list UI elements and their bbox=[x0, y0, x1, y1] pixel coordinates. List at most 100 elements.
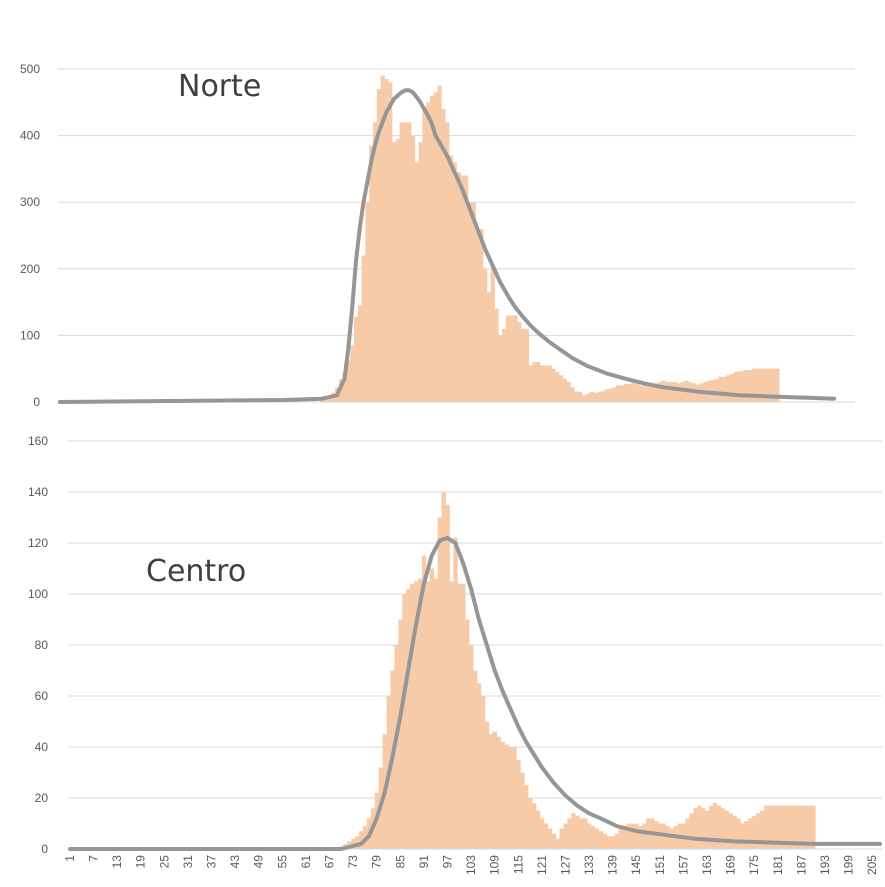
bar bbox=[689, 813, 694, 849]
bar bbox=[693, 808, 698, 849]
bar bbox=[657, 382, 662, 402]
bar bbox=[591, 826, 596, 849]
bar bbox=[653, 383, 659, 402]
bar bbox=[712, 803, 718, 849]
bar bbox=[650, 384, 655, 402]
bar bbox=[465, 619, 470, 849]
bar bbox=[388, 82, 393, 402]
bar bbox=[581, 395, 586, 402]
bar bbox=[479, 228, 484, 402]
bar bbox=[736, 818, 741, 849]
bar bbox=[558, 375, 564, 402]
bar bbox=[697, 805, 702, 849]
bar bbox=[574, 391, 579, 402]
x-tick-label: 13 bbox=[110, 855, 124, 869]
bar bbox=[391, 142, 397, 402]
bar bbox=[536, 362, 541, 402]
y-tick-label: 100 bbox=[20, 328, 40, 342]
bar bbox=[767, 368, 772, 402]
bar bbox=[665, 382, 670, 402]
bar bbox=[376, 88, 381, 402]
bar bbox=[618, 828, 623, 849]
bar bbox=[403, 122, 408, 402]
x-tick-label: 73 bbox=[346, 855, 360, 869]
bar bbox=[414, 581, 419, 849]
x-tick-label: 103 bbox=[464, 855, 478, 875]
bar bbox=[429, 568, 435, 849]
x-tick-label: 121 bbox=[535, 855, 549, 875]
bar bbox=[399, 122, 404, 402]
bar bbox=[484, 721, 490, 849]
bar bbox=[551, 833, 557, 849]
bar bbox=[718, 376, 723, 402]
bar bbox=[642, 385, 647, 402]
bar bbox=[748, 818, 753, 849]
bar bbox=[502, 328, 507, 402]
bar bbox=[775, 805, 781, 849]
bar bbox=[508, 747, 513, 849]
bar bbox=[346, 360, 351, 402]
bar bbox=[579, 818, 584, 849]
bar bbox=[708, 805, 714, 849]
bar bbox=[498, 335, 503, 402]
bar bbox=[593, 392, 598, 402]
bar bbox=[513, 315, 518, 402]
bar bbox=[577, 392, 583, 402]
bar bbox=[410, 135, 416, 402]
x-tick-label: 7 bbox=[87, 855, 101, 862]
bar bbox=[433, 92, 438, 402]
bar bbox=[520, 772, 525, 849]
y-tick-label: 0 bbox=[33, 395, 40, 409]
bar bbox=[811, 805, 816, 849]
bar bbox=[795, 805, 800, 849]
x-tick-label: 163 bbox=[700, 855, 714, 875]
bar bbox=[733, 372, 738, 402]
bar bbox=[469, 645, 474, 849]
x-tick-label: 133 bbox=[582, 855, 596, 875]
x-tick-label: 109 bbox=[488, 855, 502, 875]
bar bbox=[744, 370, 750, 402]
bar bbox=[486, 292, 492, 402]
bar bbox=[496, 736, 501, 849]
bar bbox=[471, 202, 476, 402]
y-tick-label: 120 bbox=[28, 536, 48, 550]
bar bbox=[748, 370, 753, 402]
x-tick-label: 151 bbox=[653, 855, 667, 875]
bar bbox=[583, 818, 588, 849]
y-tick-label: 0 bbox=[41, 842, 48, 856]
x-tick-label: 157 bbox=[676, 855, 690, 875]
bar bbox=[701, 808, 706, 849]
bar bbox=[504, 744, 509, 849]
bar bbox=[425, 581, 431, 849]
bar bbox=[456, 172, 461, 402]
x-tick-label: 49 bbox=[252, 855, 266, 869]
bar bbox=[631, 382, 636, 402]
bar bbox=[676, 383, 681, 402]
x-tick-label: 37 bbox=[205, 855, 219, 869]
bar bbox=[612, 387, 617, 402]
bar bbox=[626, 823, 631, 849]
bar bbox=[807, 805, 812, 849]
bar bbox=[429, 95, 435, 402]
bar bbox=[532, 362, 537, 402]
bar bbox=[517, 322, 522, 402]
bar bbox=[567, 818, 572, 849]
fit-curve bbox=[68, 535, 882, 851]
x-tick-label: 67 bbox=[323, 855, 337, 869]
bar bbox=[528, 798, 533, 849]
bar bbox=[634, 823, 639, 849]
bar bbox=[473, 670, 478, 849]
bar bbox=[445, 504, 450, 849]
bar bbox=[461, 583, 466, 849]
bar bbox=[741, 370, 746, 402]
bar bbox=[764, 805, 769, 849]
bar bbox=[594, 828, 600, 849]
bar bbox=[441, 108, 446, 403]
bar bbox=[728, 813, 733, 849]
bar bbox=[524, 328, 530, 402]
y-tick-label: 500 bbox=[20, 62, 40, 76]
bar bbox=[492, 731, 498, 849]
bar bbox=[373, 122, 378, 402]
bar bbox=[384, 78, 389, 403]
bar bbox=[740, 823, 745, 849]
